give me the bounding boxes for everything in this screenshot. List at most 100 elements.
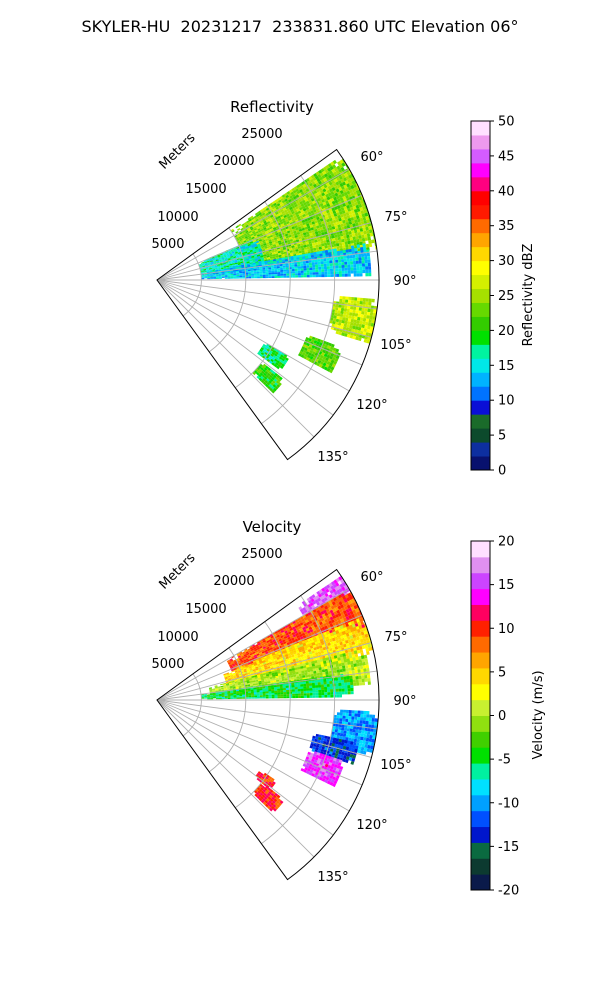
echo-cell bbox=[353, 663, 357, 668]
echo-cell bbox=[330, 223, 335, 227]
echo-cell bbox=[278, 254, 282, 258]
echo-cell bbox=[212, 270, 216, 272]
echo-cell bbox=[253, 271, 257, 274]
echo-cell bbox=[278, 654, 283, 658]
echo-cell bbox=[259, 661, 263, 664]
echo-cell bbox=[231, 680, 235, 683]
echo-cell bbox=[290, 624, 295, 628]
echo-cell bbox=[346, 255, 350, 259]
echo-cell bbox=[313, 673, 317, 677]
echo-cell bbox=[239, 274, 243, 276]
echo-cell bbox=[351, 667, 355, 671]
echo-cell bbox=[350, 584, 355, 590]
echo-cell bbox=[263, 376, 268, 380]
echo-cell bbox=[331, 637, 336, 642]
echo-cell bbox=[250, 215, 254, 219]
echo-cell bbox=[295, 237, 299, 241]
echo-cell bbox=[257, 674, 261, 677]
echo-cell bbox=[248, 665, 252, 668]
echo-cell bbox=[306, 233, 310, 237]
echo-cell bbox=[367, 674, 371, 679]
echo-cell bbox=[228, 682, 232, 685]
echo-cell bbox=[211, 256, 215, 259]
echo-cell bbox=[328, 224, 332, 228]
echo-cell bbox=[256, 274, 260, 277]
echo-cell bbox=[364, 321, 369, 326]
echo-cell bbox=[299, 622, 304, 626]
echo-cell bbox=[201, 276, 205, 278]
echo-cell bbox=[375, 220, 379, 225]
echo-cell bbox=[268, 671, 272, 674]
echo-cell bbox=[325, 341, 330, 346]
echo-cell bbox=[354, 313, 359, 317]
echo-cell bbox=[342, 202, 347, 207]
echo-cell bbox=[342, 299, 346, 303]
echo-cell bbox=[226, 686, 230, 689]
echo-cell bbox=[303, 244, 307, 248]
echo-cell bbox=[331, 186, 336, 192]
azimuth-radial bbox=[156, 279, 315, 438]
echo-cell bbox=[318, 636, 323, 641]
echo-cell bbox=[241, 656, 246, 660]
echo-cell bbox=[341, 264, 345, 269]
echo-cell bbox=[331, 216, 336, 221]
echo-cell bbox=[359, 665, 364, 670]
echo-cell bbox=[230, 255, 234, 258]
echo-cell bbox=[322, 195, 327, 199]
echo-cell bbox=[291, 685, 295, 688]
echo-cell bbox=[259, 274, 263, 277]
echo-cell bbox=[280, 197, 285, 202]
echo-cell bbox=[356, 636, 360, 641]
echo-cell bbox=[309, 349, 314, 354]
echo-cell bbox=[336, 165, 341, 170]
echo-cell bbox=[356, 611, 361, 616]
echo-cell bbox=[264, 230, 269, 234]
echo-cell bbox=[260, 367, 264, 371]
echo-cell bbox=[242, 651, 246, 654]
echo-cell bbox=[351, 187, 356, 193]
echo-cell bbox=[316, 609, 321, 614]
echo-cell bbox=[198, 263, 202, 266]
echo-cell bbox=[248, 677, 253, 681]
echo-cell bbox=[363, 230, 367, 235]
echo-cell bbox=[297, 631, 302, 636]
echo-cell bbox=[353, 208, 358, 214]
echo-cell bbox=[348, 210, 353, 215]
echo-cell bbox=[257, 663, 261, 667]
echo-cell bbox=[339, 631, 343, 636]
echo-cell bbox=[301, 227, 305, 231]
echo-cell bbox=[294, 268, 298, 272]
echo-cell bbox=[334, 192, 339, 197]
echo-cell bbox=[232, 253, 236, 256]
echo-cell bbox=[278, 638, 283, 642]
echo-cell bbox=[341, 630, 346, 635]
echo-cell bbox=[341, 241, 346, 246]
echo-cell bbox=[354, 316, 358, 320]
echo-cell bbox=[296, 257, 300, 260]
echo-cell bbox=[340, 676, 344, 681]
echo-cell bbox=[218, 259, 222, 262]
echo-cell bbox=[361, 324, 365, 329]
echo-cell bbox=[330, 644, 335, 648]
echo-cell bbox=[329, 616, 334, 621]
echo-cell bbox=[305, 262, 310, 266]
echo-cell bbox=[295, 248, 299, 252]
echo-cell bbox=[251, 677, 255, 680]
echo-cell bbox=[305, 357, 310, 361]
echo-cell bbox=[363, 253, 368, 257]
echo-cell bbox=[373, 213, 378, 218]
echo-cell bbox=[267, 265, 272, 268]
echo-cell bbox=[320, 610, 325, 615]
echo-cell bbox=[285, 269, 290, 272]
echo-cell bbox=[217, 256, 221, 259]
azimuth-radial bbox=[156, 279, 378, 310]
echo-cell bbox=[255, 230, 259, 234]
echo-cell bbox=[353, 216, 357, 221]
echo-cell bbox=[336, 632, 341, 637]
echo-cell bbox=[224, 277, 228, 279]
echo-cell bbox=[301, 346, 306, 350]
echo-cell bbox=[335, 169, 340, 175]
echo-cell bbox=[230, 273, 234, 276]
echo-cell bbox=[237, 227, 241, 231]
echo-cell bbox=[292, 238, 296, 241]
